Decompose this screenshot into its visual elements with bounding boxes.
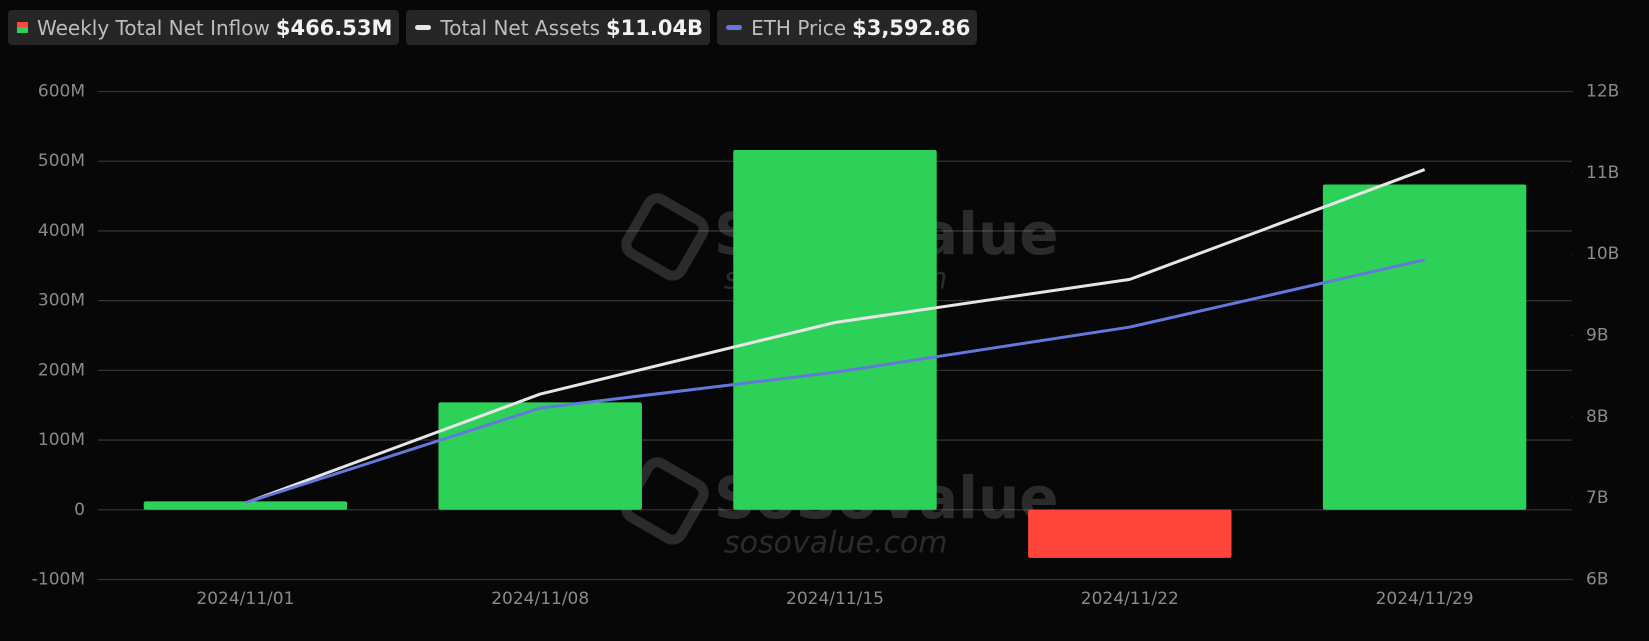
x-tick-label: 2024/11/29 <box>1376 589 1474 609</box>
legend-item: Total Net Assets $11.04B <box>406 10 711 45</box>
bar <box>733 150 937 510</box>
legend-item: Weekly Total Net Inflow $466.53M <box>8 10 400 45</box>
x-tick-label: 2024/11/08 <box>491 589 589 609</box>
legend-icon <box>415 25 432 30</box>
y2-tick-label: 9B <box>1586 326 1608 346</box>
watermark-url: sosovalue.com <box>724 526 948 561</box>
bar <box>1028 509 1232 558</box>
legend-name: Weekly Total Net Inflow <box>37 15 270 40</box>
y-tick-label: 300M <box>38 291 85 311</box>
y2-tick-label: 8B <box>1586 407 1608 427</box>
y-tick-label: 100M <box>38 430 85 450</box>
y2-tick-label: 10B <box>1586 244 1619 264</box>
legend-value: $466.53M <box>275 15 393 40</box>
y-tick-label: 400M <box>38 221 85 241</box>
legend-name: Total Net Assets <box>440 15 601 40</box>
y2-tick-label: 7B <box>1586 488 1608 508</box>
legend-value: $11.04B <box>606 15 704 40</box>
line <box>244 258 1425 505</box>
y-tick-label: 0 <box>74 500 85 520</box>
x-tick-label: 2024/11/15 <box>786 589 884 609</box>
y2-tick-label: 11B <box>1586 163 1619 183</box>
y-tick-label: 200M <box>38 360 85 380</box>
legend-icon <box>17 22 28 33</box>
legend-name: ETH Price <box>751 15 847 40</box>
legend-icon <box>726 25 743 30</box>
x-tick-label: 2024/11/01 <box>196 589 294 609</box>
x-tick-label: 2024/11/22 <box>1081 589 1179 609</box>
bar <box>438 402 642 510</box>
watermark-logo <box>621 193 709 281</box>
bar <box>143 501 348 510</box>
bar <box>1322 184 1527 510</box>
y-tick-label: -100M <box>32 570 85 590</box>
y-tick-label: 600M <box>38 82 85 102</box>
y2-tick-label: 6B <box>1586 570 1608 590</box>
legend-item: ETH Price $3,592.86 <box>717 10 978 45</box>
y-tick-label: 500M <box>38 151 85 171</box>
legend: Weekly Total Net Inflow $466.53M Total Net… <box>8 10 978 45</box>
legend-value: $3,592.86 <box>852 15 971 40</box>
line <box>244 168 1426 505</box>
y2-tick-label: 12B <box>1586 82 1619 102</box>
